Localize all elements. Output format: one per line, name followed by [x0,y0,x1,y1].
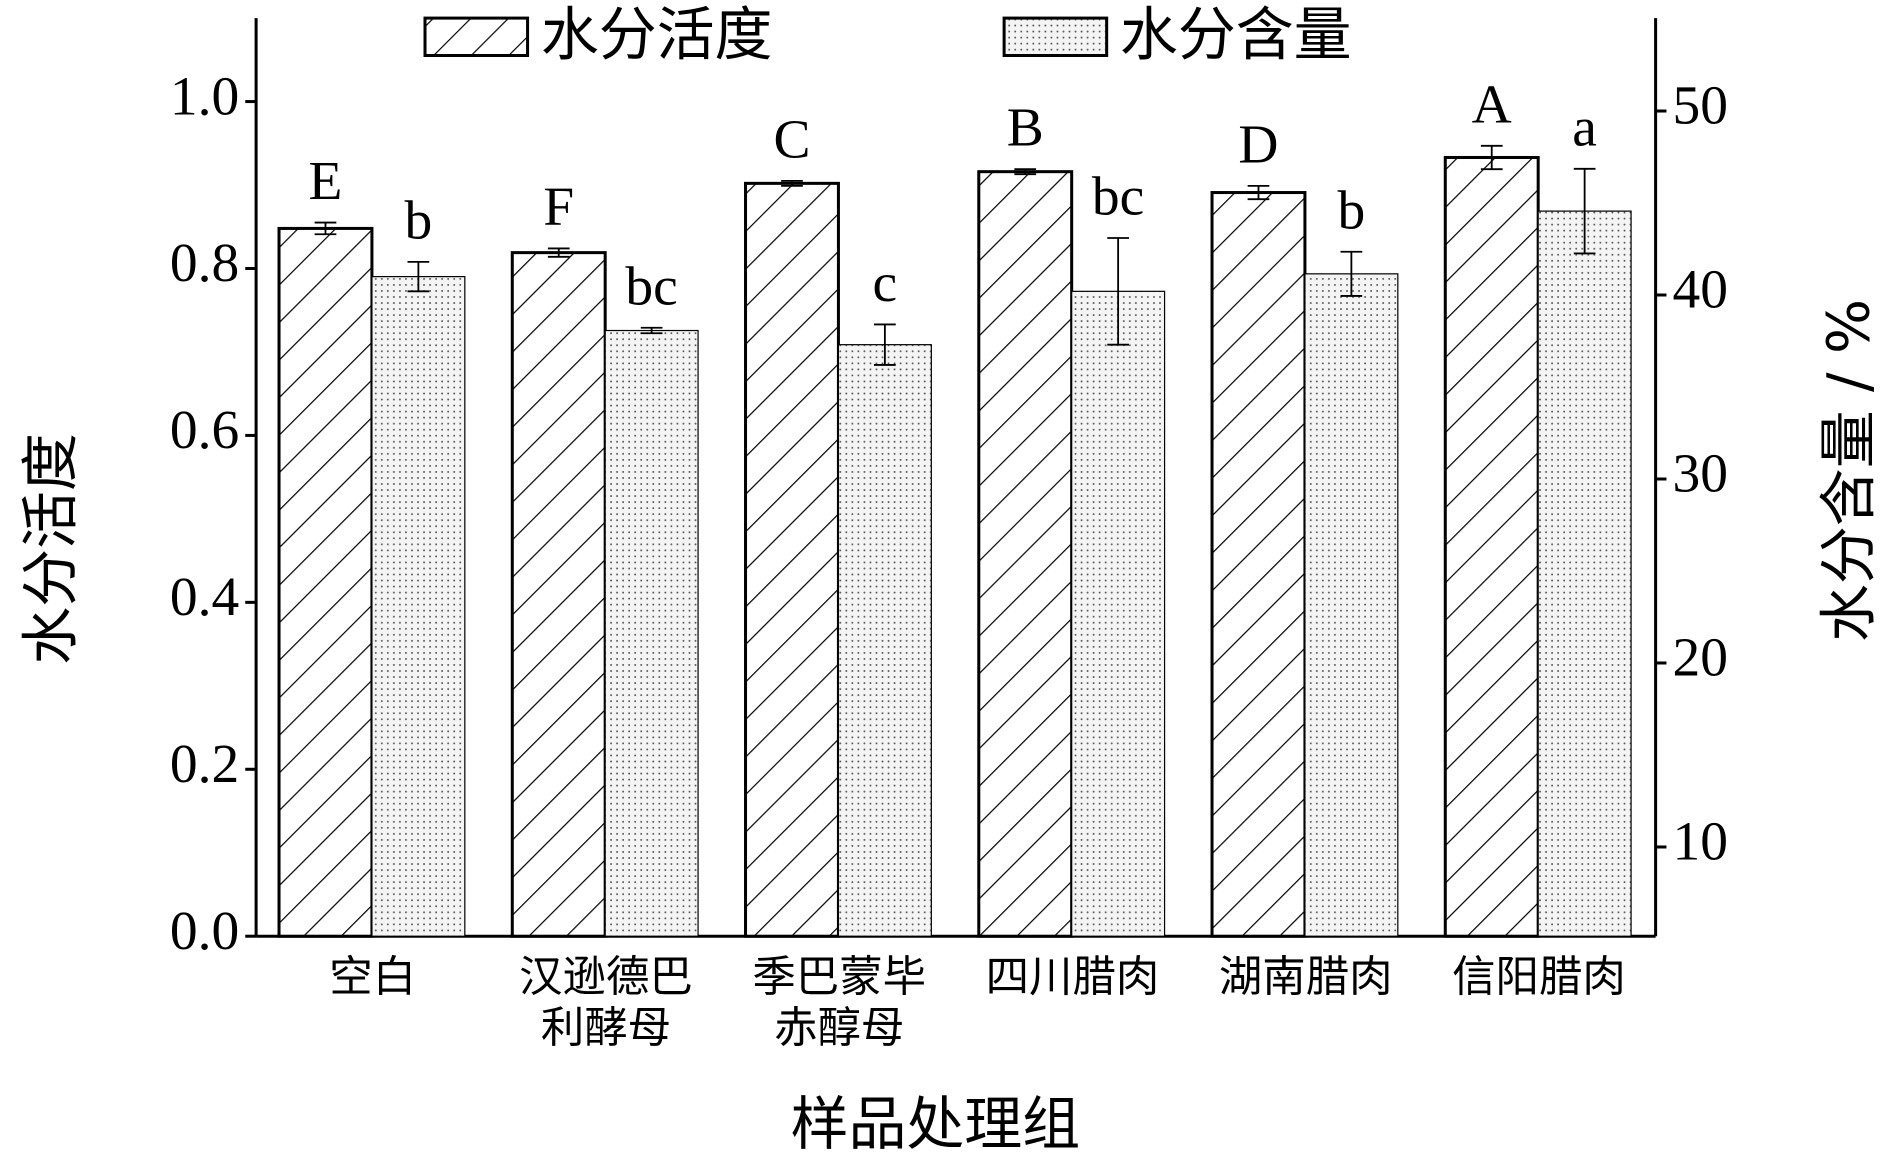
y-tick-label: 0.6 [170,400,239,461]
x-tick-label: 湖南腊肉 [1219,952,1393,1002]
legend-label: 水分含量 [1120,1,1352,69]
bar [604,329,699,937]
y-tick-label: 1.0 [170,66,239,127]
significance-label: bc [625,256,677,317]
legend-swatch [1002,16,1109,58]
x-tick-label: 汉逊德巴利酵母 [519,952,693,1053]
bar [1304,273,1399,937]
bar [1537,210,1632,937]
error-bar [1014,168,1037,176]
error-bar [1573,167,1596,255]
y-tick-label: 0.2 [170,734,239,795]
y2-tick-label: 40 [1672,260,1727,321]
error-bar [1107,237,1129,346]
y2-tick-label: 10 [1672,812,1727,873]
significance-label: b [405,190,433,251]
y-tick-label: 0.0 [170,901,239,962]
error-bar [547,247,570,258]
x-tick-label: 空白 [329,952,416,1002]
significance-label: E [309,151,343,212]
bar [1210,191,1307,938]
significance-label: a [1572,97,1597,158]
significance-label: A [1472,74,1512,135]
x-tick-label: 四川腊肉 [986,952,1160,1002]
bar [277,226,374,938]
error-bar [1247,184,1270,201]
x-axis-label: 样品处理组 [791,1090,1081,1157]
legend-swatch [423,16,530,58]
error-bar [407,260,430,293]
bar [1071,290,1166,937]
significance-label: D [1238,114,1278,175]
legend-label: 水分活度 [541,1,773,69]
bar [1443,155,1540,938]
x-tick-label: 季巴蒙毕赤醇母 [752,952,926,1053]
x-tick-label: 信阳腊肉 [1452,952,1626,1002]
significance-label: B [1007,98,1044,159]
y-tick-label: 0.8 [170,233,239,294]
y2-axis-label: 水分含量 / % [1814,299,1882,642]
significance-label: C [773,109,810,170]
error-bar [314,221,337,236]
bar [837,344,932,937]
significance-label: b [1338,180,1366,241]
y2-tick-label: 30 [1672,444,1727,505]
bar [744,181,840,938]
error-bar [874,323,896,366]
significance-label: c [873,253,898,314]
y2-tick-label: 20 [1672,628,1727,689]
bar [977,170,1074,938]
significance-label: bc [1092,167,1144,228]
bar [371,276,466,937]
error-bar [781,179,803,187]
y-tick-label: 0.4 [170,567,239,628]
error-bar [1480,144,1503,171]
bar [510,251,607,938]
error-bar [640,326,663,335]
significance-label: F [543,177,574,238]
y2-tick-label: 50 [1672,76,1727,137]
error-bar [1340,250,1363,297]
y-axis-label: 水分活度 [17,433,85,665]
